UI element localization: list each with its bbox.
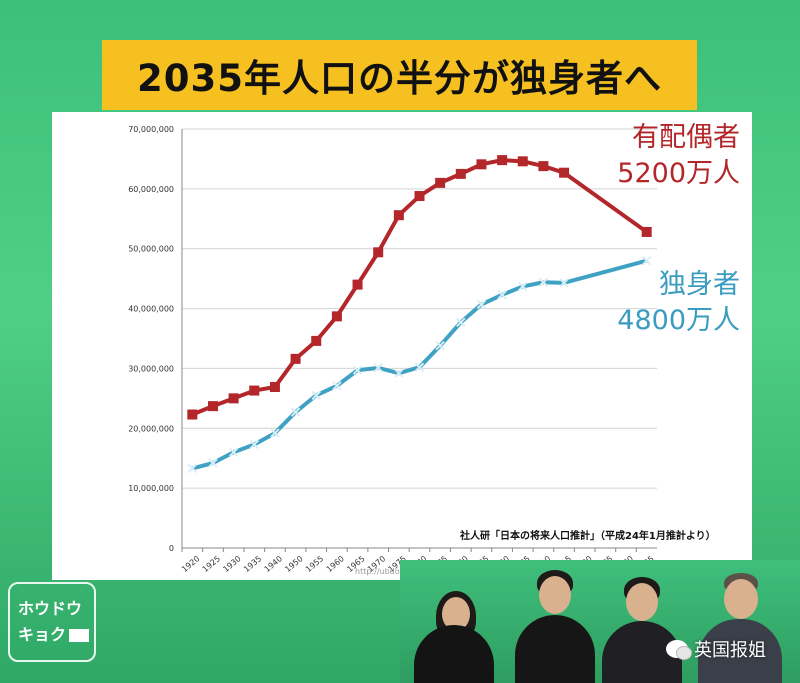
data-point xyxy=(270,428,280,438)
data-point xyxy=(517,156,528,167)
data-point xyxy=(311,335,322,346)
chart-title: 2035年人口の半分が独身者へ xyxy=(137,57,662,100)
source-note: 社人研「日本の将来人口推計」（平成24年1月推計より） xyxy=(460,531,716,542)
data-point xyxy=(393,210,404,221)
data-point xyxy=(559,278,569,288)
data-point xyxy=(352,279,363,290)
x-tick-label: 1930 xyxy=(221,554,242,574)
show-logo-line2-wrap: キョク xyxy=(18,622,94,648)
data-point xyxy=(207,401,218,412)
data-point xyxy=(269,381,280,392)
x-tick-label: 1950 xyxy=(283,554,304,574)
data-point xyxy=(373,363,383,373)
data-point xyxy=(641,255,652,266)
data-point xyxy=(249,385,260,396)
x-tick-label: 1960 xyxy=(325,554,346,574)
data-point xyxy=(228,393,239,404)
wechat-account: 英国报姐 xyxy=(694,640,766,661)
data-point xyxy=(414,362,425,372)
studio-panel xyxy=(400,560,800,683)
y-tick-label: 10,000,000 xyxy=(128,484,174,493)
data-point xyxy=(538,161,549,172)
y-tick-label: 30,000,000 xyxy=(128,364,174,373)
show-logo: ホウドウ キョク xyxy=(8,582,96,662)
data-point xyxy=(352,365,363,375)
y-tick-label: 20,000,000 xyxy=(128,424,174,433)
data-point xyxy=(331,311,342,322)
x-tick-label: 1935 xyxy=(242,554,263,574)
chart-panel: 0 10,000,000 20,000,000 30,000,000 40,000,00… xyxy=(52,112,752,580)
data-point xyxy=(476,159,487,170)
data-point xyxy=(311,390,321,401)
title-banner: 2035年人口の半分が独身者へ xyxy=(102,40,697,110)
data-point xyxy=(208,458,218,468)
y-tick-label: 0 xyxy=(169,544,174,553)
data-point xyxy=(497,290,507,300)
speech-tag-icon xyxy=(69,629,90,642)
data-point xyxy=(414,191,425,202)
data-point xyxy=(228,447,239,457)
data-point xyxy=(332,381,342,391)
married-label: 有配偶者 xyxy=(632,122,740,153)
single-label: 独身者 xyxy=(659,269,740,300)
wechat-icon xyxy=(666,640,692,660)
presenter-3-head xyxy=(626,583,658,621)
data-point xyxy=(559,167,570,178)
presenter-3 xyxy=(602,573,682,683)
data-point xyxy=(497,155,508,166)
presenter-2-body xyxy=(515,615,595,683)
data-point xyxy=(538,277,549,287)
presenter-4-head xyxy=(724,579,758,619)
data-point xyxy=(290,353,301,364)
data-point xyxy=(455,168,466,179)
show-logo-line2: キョク xyxy=(18,625,67,644)
presenter-4 xyxy=(698,571,782,683)
data-point xyxy=(373,247,384,258)
x-tick-label: 1920 xyxy=(180,554,201,574)
data-point xyxy=(249,439,259,450)
series-line xyxy=(191,258,648,471)
data-point xyxy=(641,226,652,237)
presenter-1 xyxy=(414,583,494,683)
x-tick-label: 1940 xyxy=(263,554,284,574)
wechat-watermark: 英国报姐 xyxy=(666,636,766,662)
x-tick-label: 1955 xyxy=(304,554,325,574)
show-logo-line1: ホウドウ xyxy=(18,599,83,618)
watermark: http://ubdo.com... xyxy=(355,567,427,576)
data-point xyxy=(435,177,446,188)
data-point xyxy=(394,368,404,378)
y-tick-label: 50,000,000 xyxy=(128,245,174,254)
y-tick-label: 60,000,000 xyxy=(128,185,174,194)
presenter-1-body xyxy=(414,625,494,683)
y-tick-label: 40,000,000 xyxy=(128,305,174,314)
y-tick-label: 70,000,000 xyxy=(128,125,174,134)
data-point xyxy=(187,409,198,420)
x-tick-label: 1925 xyxy=(201,554,222,574)
presenter-2 xyxy=(515,568,595,683)
data-point xyxy=(435,340,445,351)
data-point xyxy=(476,299,487,310)
data-point xyxy=(290,407,301,417)
single-value: 4800万人 xyxy=(617,305,740,336)
single-callout: 独身者 4800万人 xyxy=(560,267,740,339)
presenter-4-body xyxy=(698,619,782,683)
data-point xyxy=(187,463,198,474)
married-value: 5200万人 xyxy=(617,158,740,189)
data-point xyxy=(518,281,528,292)
married-callout: 有配偶者 5200万人 xyxy=(560,120,740,192)
data-point xyxy=(456,317,466,328)
presenter-2-head xyxy=(539,576,571,614)
